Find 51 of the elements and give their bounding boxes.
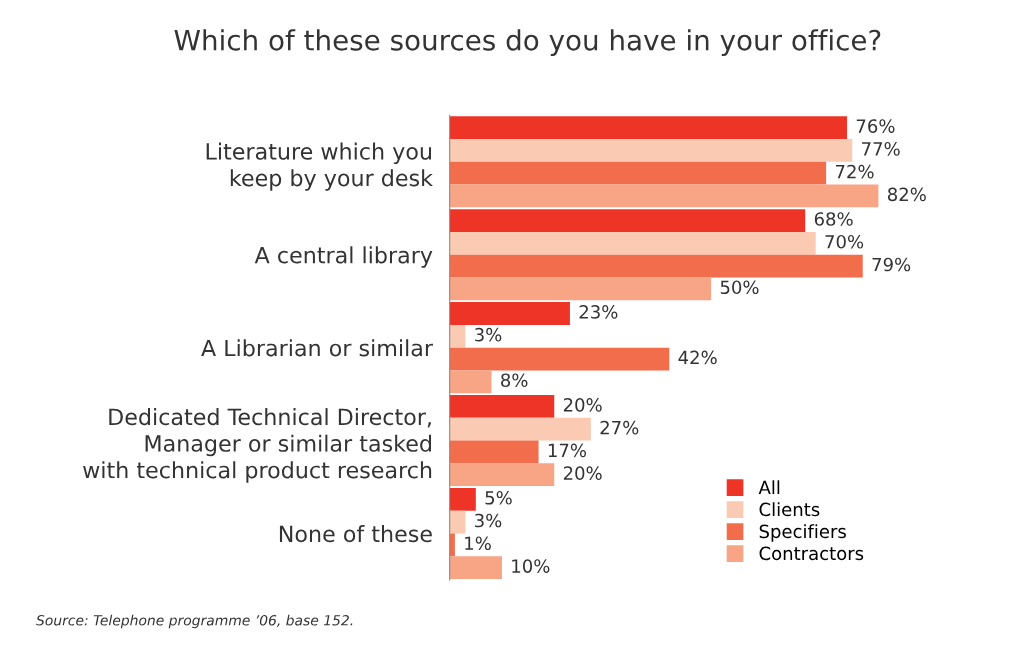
source-note: Source: Telephone programme ’06, base 152. [36, 614, 353, 629]
data-label: 27% [600, 420, 639, 435]
data-label: 42% [678, 350, 717, 365]
data-label: 72% [835, 164, 874, 179]
bar [449, 254, 863, 278]
bar [449, 395, 555, 418]
bar [449, 487, 476, 511]
data-label: 3% [475, 513, 502, 528]
y-tick-label: None of these [279, 525, 432, 543]
y-tick-label: Literature which you keep by your desk [206, 142, 433, 191]
bar [449, 139, 853, 162]
data-label: 5% [485, 490, 512, 505]
bar [449, 116, 848, 140]
bar [449, 184, 879, 208]
bar [449, 370, 492, 394]
bar [449, 231, 816, 255]
bar [449, 324, 466, 348]
legend-label: Contractors [759, 546, 864, 561]
y-tick-label: A central library [254, 246, 433, 268]
data-label: 23% [579, 305, 618, 319]
data-label: 77% [862, 142, 900, 156]
legend-label: All [758, 480, 780, 494]
data-label: 79% [872, 257, 911, 272]
bar [449, 417, 591, 441]
data-label: 1% [465, 536, 491, 551]
legend-label: Specifiers [759, 524, 846, 542]
bar [449, 161, 827, 185]
data-label: 70% [825, 234, 864, 249]
bar [449, 440, 539, 464]
data-label: 8% [501, 373, 528, 388]
data-label: 20% [563, 398, 602, 412]
bar [449, 302, 570, 325]
bar [449, 463, 555, 487]
data-label: 76% [856, 119, 895, 133]
bar [449, 533, 455, 557]
chart-title: Which of these sources do you have in your office? [174, 29, 881, 57]
y-tick-label: Dedicated Technical Director, Manager or similar tasked with technical product research [83, 408, 432, 483]
data-label: 3% [475, 327, 502, 342]
data-label: 68% [814, 212, 853, 226]
bar [449, 556, 502, 580]
bar [449, 347, 670, 371]
y-tick-label: A Librarian or similar [201, 339, 434, 357]
bar [449, 510, 466, 534]
legend-label: Clients [759, 502, 820, 517]
bar [449, 277, 712, 301]
data-label: 82% [887, 187, 926, 202]
data-label: 50% [720, 280, 759, 295]
data-label: 10% [512, 559, 550, 573]
bar [449, 209, 806, 232]
data-label: 17% [548, 443, 587, 458]
data-label: 20% [563, 466, 602, 480]
